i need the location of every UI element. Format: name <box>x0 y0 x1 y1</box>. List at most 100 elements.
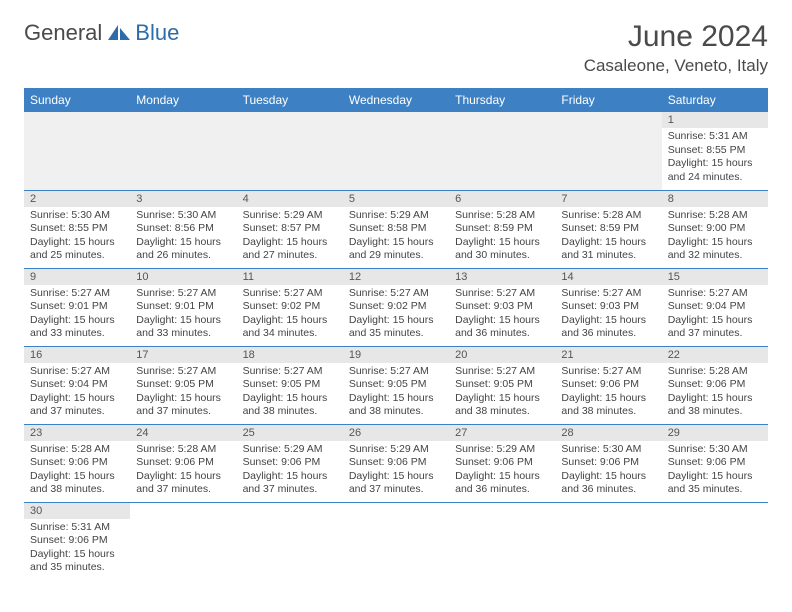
calendar-cell: 13Sunrise: 5:27 AMSunset: 9:03 PMDayligh… <box>449 268 555 346</box>
calendar-cell: 10Sunrise: 5:27 AMSunset: 9:01 PMDayligh… <box>130 268 236 346</box>
daylight-line: Daylight: 15 hours and 33 minutes. <box>136 314 230 341</box>
sunset-line: Sunset: 9:04 PM <box>668 300 762 314</box>
day-info: Sunrise: 5:27 AMSunset: 9:05 PMDaylight:… <box>130 363 236 424</box>
sunrise-line: Sunrise: 5:30 AM <box>561 443 655 457</box>
sunrise-line: Sunrise: 5:28 AM <box>561 209 655 223</box>
calendar-cell: 8Sunrise: 5:28 AMSunset: 9:00 PMDaylight… <box>662 190 768 268</box>
sunrise-line: Sunrise: 5:30 AM <box>30 209 124 223</box>
logo: General Blue <box>24 20 179 46</box>
sunrise-line: Sunrise: 5:31 AM <box>30 521 124 535</box>
day-number: 2 <box>24 191 130 207</box>
calendar-row: 16Sunrise: 5:27 AMSunset: 9:04 PMDayligh… <box>24 346 768 424</box>
daylight-line: Daylight: 15 hours and 35 minutes. <box>349 314 443 341</box>
day-info: Sunrise: 5:28 AMSunset: 8:59 PMDaylight:… <box>449 207 555 268</box>
daylight-line: Daylight: 15 hours and 37 minutes. <box>243 470 337 497</box>
weekday-header: Friday <box>555 88 661 112</box>
daylight-line: Daylight: 15 hours and 36 minutes. <box>455 470 549 497</box>
daylight-line: Daylight: 15 hours and 38 minutes. <box>349 392 443 419</box>
sunset-line: Sunset: 9:00 PM <box>668 222 762 236</box>
calendar-table: SundayMondayTuesdayWednesdayThursdayFrid… <box>24 88 768 580</box>
daylight-line: Daylight: 15 hours and 37 minutes. <box>349 470 443 497</box>
day-info: Sunrise: 5:27 AMSunset: 9:03 PMDaylight:… <box>555 285 661 346</box>
day-number: 12 <box>343 269 449 285</box>
sunset-line: Sunset: 9:05 PM <box>243 378 337 392</box>
sail-icon <box>106 23 132 46</box>
day-info: Sunrise: 5:27 AMSunset: 9:04 PMDaylight:… <box>24 363 130 424</box>
sunrise-line: Sunrise: 5:28 AM <box>668 209 762 223</box>
calendar-cell: 29Sunrise: 5:30 AMSunset: 9:06 PMDayligh… <box>662 424 768 502</box>
sunset-line: Sunset: 9:01 PM <box>136 300 230 314</box>
sunrise-line: Sunrise: 5:28 AM <box>455 209 549 223</box>
calendar-cell-empty <box>24 112 130 190</box>
title-block: June 2024 Casaleone, Veneto, Italy <box>584 20 768 76</box>
weekday-header: Saturday <box>662 88 768 112</box>
calendar-cell: 21Sunrise: 5:27 AMSunset: 9:06 PMDayligh… <box>555 346 661 424</box>
day-info: Sunrise: 5:30 AMSunset: 9:06 PMDaylight:… <box>555 441 661 502</box>
weekday-header-row: SundayMondayTuesdayWednesdayThursdayFrid… <box>24 88 768 112</box>
sunset-line: Sunset: 9:05 PM <box>136 378 230 392</box>
daylight-line: Daylight: 15 hours and 37 minutes. <box>136 392 230 419</box>
calendar-cell-empty <box>449 502 555 580</box>
calendar-cell-empty <box>555 502 661 580</box>
weekday-header: Monday <box>130 88 236 112</box>
daylight-line: Daylight: 15 hours and 31 minutes. <box>561 236 655 263</box>
sunrise-line: Sunrise: 5:30 AM <box>668 443 762 457</box>
calendar-cell: 23Sunrise: 5:28 AMSunset: 9:06 PMDayligh… <box>24 424 130 502</box>
daylight-line: Daylight: 15 hours and 24 minutes. <box>668 157 762 184</box>
sunrise-line: Sunrise: 5:29 AM <box>455 443 549 457</box>
day-number: 21 <box>555 347 661 363</box>
sunrise-line: Sunrise: 5:27 AM <box>243 365 337 379</box>
day-number: 9 <box>24 269 130 285</box>
day-number: 30 <box>24 503 130 519</box>
calendar-cell: 9Sunrise: 5:27 AMSunset: 9:01 PMDaylight… <box>24 268 130 346</box>
sunrise-line: Sunrise: 5:29 AM <box>349 443 443 457</box>
day-number: 5 <box>343 191 449 207</box>
sunset-line: Sunset: 9:03 PM <box>455 300 549 314</box>
sunset-line: Sunset: 9:06 PM <box>455 456 549 470</box>
sunset-line: Sunset: 9:06 PM <box>243 456 337 470</box>
day-number: 11 <box>237 269 343 285</box>
calendar-cell: 17Sunrise: 5:27 AMSunset: 9:05 PMDayligh… <box>130 346 236 424</box>
day-info: Sunrise: 5:27 AMSunset: 9:06 PMDaylight:… <box>555 363 661 424</box>
sunrise-line: Sunrise: 5:27 AM <box>349 287 443 301</box>
sunrise-line: Sunrise: 5:27 AM <box>668 287 762 301</box>
sunrise-line: Sunrise: 5:28 AM <box>668 365 762 379</box>
day-info: Sunrise: 5:28 AMSunset: 9:00 PMDaylight:… <box>662 207 768 268</box>
calendar-cell-empty <box>343 112 449 190</box>
page-title: June 2024 <box>584 20 768 54</box>
calendar-cell: 30Sunrise: 5:31 AMSunset: 9:06 PMDayligh… <box>24 502 130 580</box>
calendar-cell-empty <box>662 502 768 580</box>
day-number: 6 <box>449 191 555 207</box>
sunset-line: Sunset: 8:55 PM <box>30 222 124 236</box>
daylight-line: Daylight: 15 hours and 27 minutes. <box>243 236 337 263</box>
day-number: 28 <box>555 425 661 441</box>
sunset-line: Sunset: 9:02 PM <box>243 300 337 314</box>
calendar-cell: 5Sunrise: 5:29 AMSunset: 8:58 PMDaylight… <box>343 190 449 268</box>
daylight-line: Daylight: 15 hours and 35 minutes. <box>668 470 762 497</box>
day-number: 15 <box>662 269 768 285</box>
calendar-row: 2 Sunrise: 5:30 AMSunset: 8:55 PM Daylight… <box>24 190 768 268</box>
calendar-body: 1Sunrise: 5:31 AMSunset: 8:55 PMDaylight… <box>24 112 768 580</box>
calendar-row: 9Sunrise: 5:27 AMSunset: 9:01 PMDaylight… <box>24 268 768 346</box>
day-info: Sunrise: 5:27 AMSunset: 9:02 PMDaylight:… <box>237 285 343 346</box>
sunset-line: Sunset: 9:06 PM <box>30 456 124 470</box>
day-number: 13 <box>449 269 555 285</box>
day-info: Sunrise: 5:27 AMSunset: 9:05 PMDaylight:… <box>449 363 555 424</box>
daylight-line: Daylight: 15 hours and 38 minutes. <box>668 392 762 419</box>
day-info: Sunrise: 5:31 AMSunset: 9:06 PMDaylight:… <box>24 519 130 580</box>
day-number: 14 <box>555 269 661 285</box>
day-number: 7 <box>555 191 661 207</box>
day-number: 3 <box>130 191 236 207</box>
calendar-cell: 19Sunrise: 5:27 AMSunset: 9:05 PMDayligh… <box>343 346 449 424</box>
day-info: Sunrise: 5:28 AMSunset: 9:06 PMDaylight:… <box>24 441 130 502</box>
day-info: Sunrise: 5:27 AMSunset: 9:01 PMDaylight:… <box>24 285 130 346</box>
day-info: Sunrise: 5:29 AMSunset: 8:57 PMDaylight:… <box>237 207 343 268</box>
daylight-line: Daylight: 15 hours and 32 minutes. <box>668 236 762 263</box>
daylight-line: Daylight: 15 hours and 38 minutes. <box>455 392 549 419</box>
daylight-line: Daylight: 15 hours and 38 minutes. <box>243 392 337 419</box>
sunrise-line: Sunrise: 5:27 AM <box>455 365 549 379</box>
sunrise-line: Sunrise: 5:27 AM <box>243 287 337 301</box>
header: General Blue June 2024 Casaleone, Veneto… <box>24 20 768 76</box>
day-info: Sunrise: 5:29 AMSunset: 9:06 PMDaylight:… <box>237 441 343 502</box>
day-number: 22 <box>662 347 768 363</box>
